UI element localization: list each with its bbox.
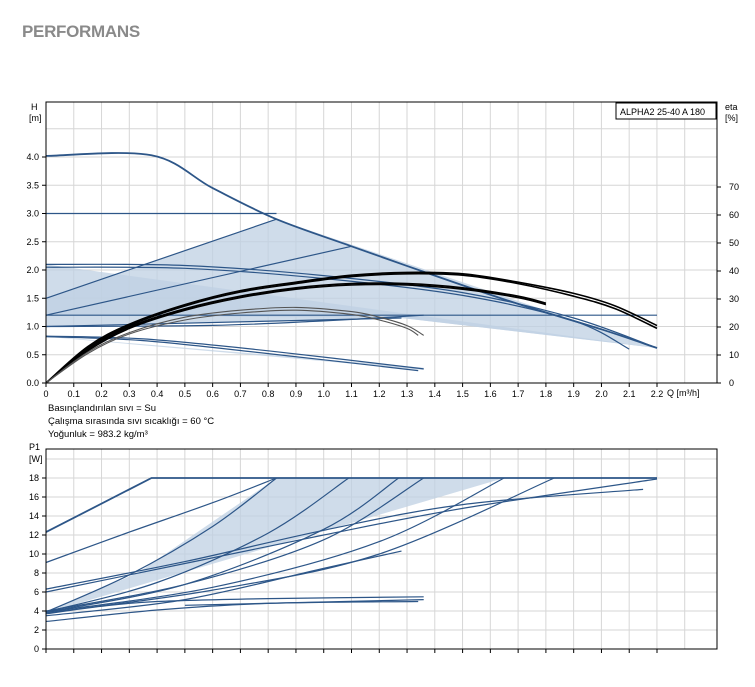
power-curve (45, 477, 277, 564)
y-tick-label: 4.0 (26, 152, 39, 162)
eta-tick-label: 20 (729, 322, 739, 332)
x-tick-label: 2.2 (651, 389, 664, 399)
head-chart-ticks: 0 0.1 0.2 0.3 0.4 0.5 0.6 0.7 0.8 0.9 1.0 1.1 1.2 1.3… (26, 152, 739, 399)
y-tick-label: 2.5 (26, 237, 39, 247)
power-y-tick-label: 4 (34, 606, 39, 616)
x-tick-label: 0.8 (262, 389, 275, 399)
power-curve (45, 477, 350, 613)
power-curve (45, 477, 277, 613)
power-y-tick-label: 0 (34, 644, 39, 654)
power-curve (45, 596, 424, 615)
head-curve (45, 218, 277, 299)
operating-range-area (46, 336, 424, 370)
power-y-tick-label: 6 (34, 587, 39, 597)
x-tick-label: 1.1 (345, 389, 358, 399)
power-curve (184, 599, 424, 606)
efficiency-curve (45, 282, 547, 384)
power-y-tick-label: 16 (29, 492, 39, 502)
q-axis-label: Q [m³/h] (667, 388, 700, 398)
power-curve (45, 550, 402, 617)
x-tick-label: 1.4 (429, 389, 442, 399)
y-tick-label: 1.0 (26, 322, 39, 332)
x-tick-label: 2.1 (623, 389, 636, 399)
head-curve (45, 336, 419, 372)
eta-tick-label: 70 (729, 182, 739, 192)
p1-axis-unit: [W] (29, 454, 43, 464)
head-curve (45, 314, 424, 328)
page-title: PERFORMANS (22, 22, 140, 41)
power-curve (45, 477, 425, 612)
y-tick-label: 3.0 (26, 209, 39, 219)
power-y-tick-label: 8 (34, 568, 39, 578)
efficiency-curve (45, 271, 658, 384)
power-curve (45, 477, 657, 533)
x-tick-label: 0 (43, 389, 48, 399)
power-curve (45, 478, 658, 593)
y-tick-label: 3.5 (26, 180, 39, 190)
x-tick-label: 1.9 (567, 389, 580, 399)
y-tick-label: 1.5 (26, 293, 39, 303)
x-tick-label: 1.5 (456, 389, 469, 399)
x-tick-label: 0.6 (206, 389, 219, 399)
eta-tick-label: 50 (729, 238, 739, 248)
p1-axis-label: P1 (29, 442, 40, 452)
power-chart-ticks: 0 2 4 6 8 10 12 14 16 18 (29, 473, 658, 654)
eta-tick-label: 60 (729, 210, 739, 220)
x-tick-label: 0.7 (234, 389, 247, 399)
power-y-tick-label: 12 (29, 530, 39, 540)
eta-tick-label: 40 (729, 266, 739, 276)
x-tick-label: 0.9 (290, 389, 303, 399)
eta-tick-label: 10 (729, 350, 739, 360)
power-curve (45, 600, 419, 623)
h-axis-label: H (31, 102, 38, 112)
eta-axis-label: eta (725, 102, 738, 112)
temperature-note: Çalışma sırasında sıvı sıcaklığı = 60 °C (48, 416, 214, 427)
density-note: Yoğunluk = 983.2 kg/m³ (48, 429, 148, 440)
eta-tick-label: 30 (729, 294, 739, 304)
power-curve (45, 477, 505, 613)
eta-tick-label: 0 (729, 378, 734, 388)
x-tick-label: 0.5 (179, 389, 192, 399)
efficiency-curve (45, 272, 658, 384)
x-tick-label: 0.2 (95, 389, 108, 399)
x-tick-label: 0.4 (151, 389, 164, 399)
y-tick-label: 0.0 (26, 378, 39, 388)
power-chart-frame (45, 448, 718, 650)
head-curve (45, 245, 352, 316)
head-chart-efficiency-curves (45, 271, 658, 384)
head-chart-head-curves (45, 152, 658, 372)
x-tick-label: 1.3 (401, 389, 414, 399)
model-label: ALPHA2 25-40 A 180 (620, 107, 705, 117)
x-tick-label: 0.1 (68, 389, 81, 399)
efficiency-curve (45, 283, 547, 384)
y-tick-label: 0.5 (26, 350, 39, 360)
power-curve (45, 477, 555, 614)
operating-range-area (46, 264, 657, 348)
x-tick-label: 1.0 (317, 389, 330, 399)
power-y-tick-label: 14 (29, 511, 39, 521)
x-tick-label: 1.8 (540, 389, 553, 399)
x-tick-label: 1.2 (373, 389, 386, 399)
x-tick-label: 2.0 (595, 389, 608, 399)
x-tick-label: 1.6 (484, 389, 497, 399)
power-chart-curves (45, 477, 658, 623)
head-curve (45, 335, 424, 370)
h-axis-unit: [m] (29, 113, 42, 123)
power-y-tick-label: 18 (29, 473, 39, 483)
y-tick-label: 2.0 (26, 265, 39, 275)
model-label-box (615, 102, 717, 120)
x-tick-label: 1.7 (512, 389, 525, 399)
head-curve (45, 263, 658, 349)
power-y-tick-label: 2 (34, 625, 39, 635)
x-tick-label: 0.3 (123, 389, 136, 399)
eta-axis-unit: [%] (725, 113, 738, 123)
efficiency-curve (45, 309, 419, 384)
fluid-note: Basınçlandırılan sıvı = Su (48, 403, 156, 414)
efficiency-curve (45, 306, 424, 384)
power-y-tick-label: 10 (29, 549, 39, 559)
power-curve (45, 477, 400, 613)
